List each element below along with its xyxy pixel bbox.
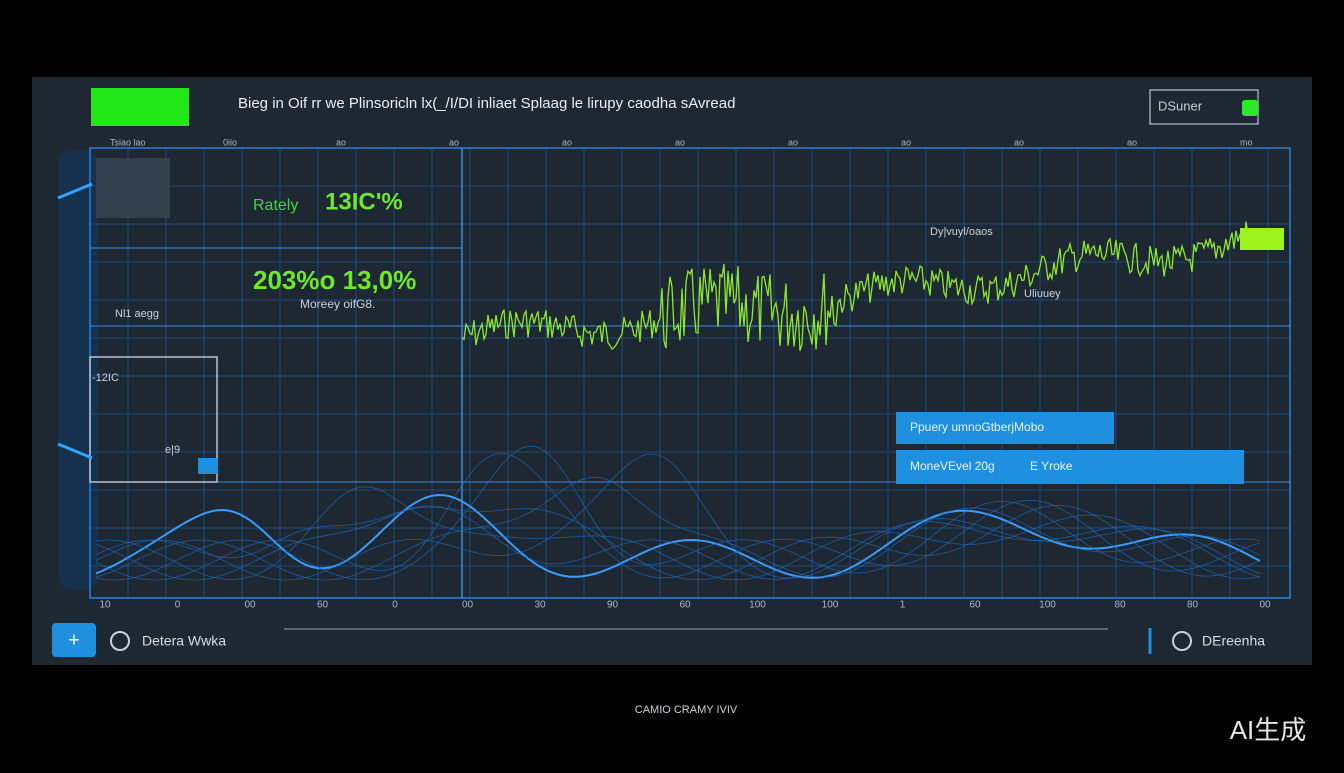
big-caption: Moreey oifG8. [300, 297, 375, 311]
footer-icon [110, 631, 130, 651]
blue-waveform [95, 445, 1261, 581]
top-axis-label: ao [901, 137, 911, 147]
top-label: Dy|vuyl/oaos [930, 226, 993, 238]
top-axis-label: ao [1014, 137, 1024, 147]
row-label: -12IC [92, 372, 119, 384]
footer-right: DEreenha [1202, 633, 1265, 649]
metric-label: Rately [253, 197, 298, 214]
bottom-axis-label: 100 [749, 600, 766, 611]
panel [32, 77, 1312, 665]
bottom-axis-label: 0 [392, 600, 398, 611]
bottom-axis-label: 1 [900, 600, 906, 611]
top-axis-label: mo [1240, 137, 1253, 147]
small-value: e|9 [165, 444, 180, 456]
action-button[interactable] [896, 412, 1114, 444]
bottom-axis-label: 60 [317, 600, 329, 611]
button-label: E Yroke [1030, 459, 1073, 473]
side-rail [58, 150, 98, 590]
metric-value: 13IC'% [325, 188, 403, 215]
status-led [1242, 100, 1258, 116]
caption: CAMIO CRAMY IVIV [635, 704, 738, 716]
mid-label: Uliuuey [1024, 288, 1061, 300]
signal-tag [1240, 228, 1284, 250]
watermark: AI生成 [1230, 715, 1307, 745]
blue-waveform [95, 504, 1261, 581]
green-waveform [461, 221, 1251, 351]
button-label: MoneVEvel 20g [910, 459, 995, 473]
blue-waveform [95, 453, 1261, 581]
big-values: 203%o 13,0% [253, 265, 416, 295]
toggle[interactable] [198, 458, 218, 474]
header-title: Bieg in Oif rr we Plinsoricln lx(_/I/DI … [238, 95, 735, 112]
bottom-axis-label: 00 [244, 600, 256, 611]
bottom-axis-label: 100 [1039, 600, 1056, 611]
top-axis-label: ao [336, 137, 346, 147]
bottom-axis-label: 00 [462, 600, 474, 611]
pointer [57, 442, 93, 460]
top-axis-label: 0iio [223, 137, 237, 147]
bottom-axis-label: 90 [607, 600, 619, 611]
button-label: Ppuery umnoGtberjMobo [910, 420, 1044, 434]
pointer [57, 182, 93, 200]
footer-icon [1172, 631, 1192, 651]
bottom-axis-label: 60 [969, 600, 981, 611]
bottom-axis-label: 0 [175, 600, 181, 611]
bottom-axis-label: 10 [99, 600, 111, 611]
bottom-axis-label: 100 [822, 600, 839, 611]
header-button-label: DSuner [1158, 98, 1203, 113]
blue-waveform [95, 493, 1261, 579]
bottom-axis-label: 30 [534, 600, 546, 611]
blue-waveform [95, 476, 1261, 581]
top-axis-label: ao [1127, 137, 1137, 147]
footer-left: Detera Wwka [142, 633, 226, 649]
bottom-axis-label: 00 [1259, 600, 1271, 611]
action-button[interactable] [896, 450, 1244, 484]
add-button[interactable] [52, 623, 96, 657]
top-axis-label: ao [449, 137, 459, 147]
top-axis-label: ao [788, 137, 798, 147]
blue-waveform [95, 453, 1261, 581]
top-axis-label: ao [562, 137, 572, 147]
bottom-axis-label: 60 [679, 600, 691, 611]
blue-waveform [95, 505, 1261, 580]
top-axis-label: ao [675, 137, 685, 147]
thumbnail [96, 158, 170, 218]
add-icon: + [68, 629, 80, 651]
bottom-axis-label: 80 [1187, 600, 1199, 611]
list-label: Nl1 aegg [115, 308, 159, 320]
top-axis-label: Tsiao lao [110, 137, 146, 147]
waveforms [95, 221, 1261, 581]
logo-block [91, 88, 189, 126]
blue-waveform [95, 486, 1261, 581]
bottom-axis-label: 80 [1114, 600, 1126, 611]
inset-box [89, 356, 218, 483]
